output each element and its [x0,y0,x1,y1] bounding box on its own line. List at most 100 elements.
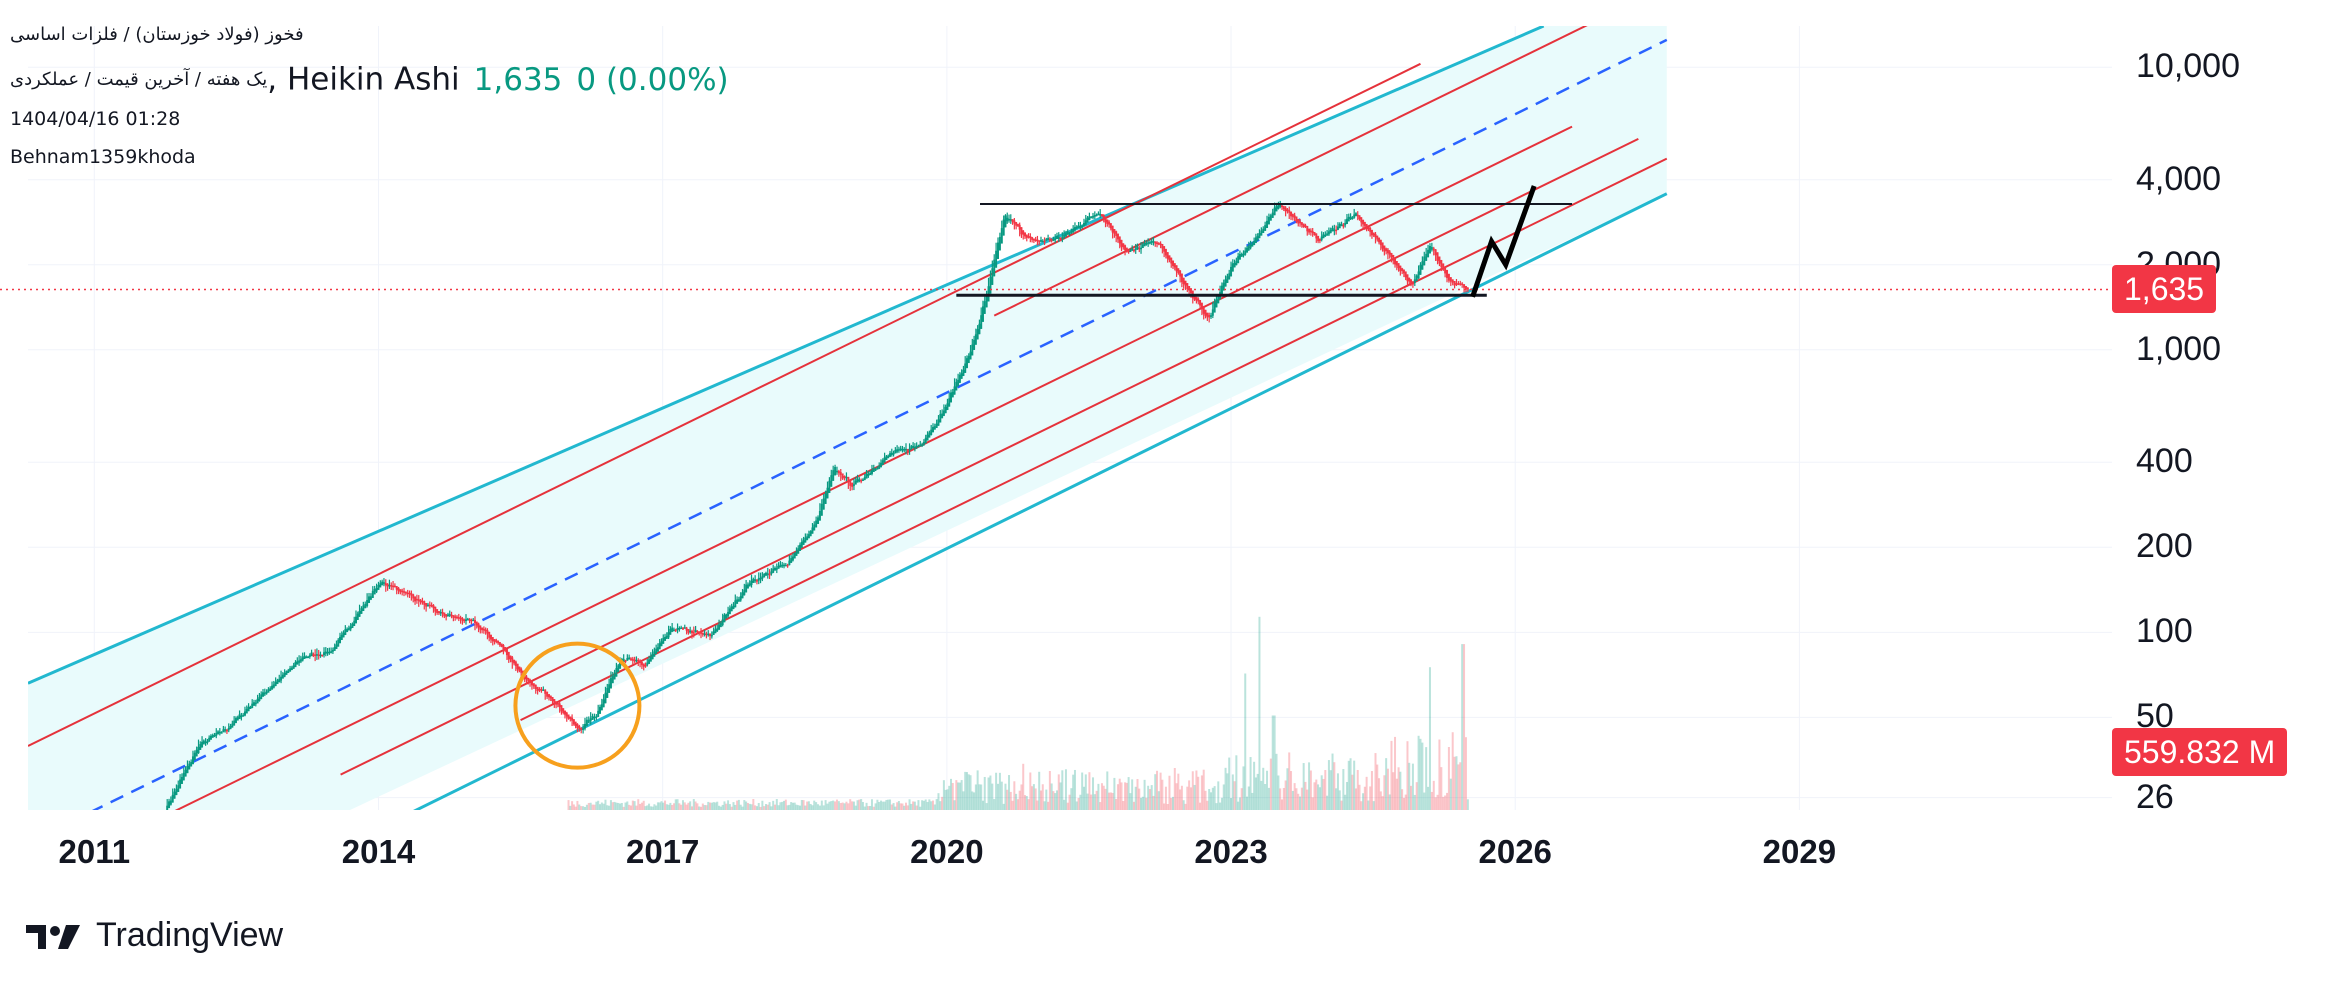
candle-body [718,624,721,630]
candle-body [321,654,324,657]
candle-body [190,761,193,767]
volume-bar [1150,785,1153,810]
volume-bar [1208,788,1211,810]
volume-bar [1453,756,1456,810]
candle-body [1455,283,1458,285]
channel-inner-line-2 [993,26,1588,317]
volume-bar [1309,770,1312,810]
candle-body [622,658,625,663]
volume-bar [611,802,614,810]
candle-body [1242,253,1245,256]
candle-body [346,628,349,633]
candle-body [1064,233,1067,237]
candle-body [1457,283,1460,285]
candle-body [461,618,464,621]
volume-bar [683,802,686,810]
candle-body [680,627,683,630]
candle-body [439,612,442,614]
volume-bar [775,799,778,810]
volume-bar [1401,789,1404,810]
candle-body [613,673,616,680]
candle-body [222,729,225,733]
candle-body [195,749,198,757]
volume-bar [1143,779,1146,810]
candle-body [883,457,886,463]
candle-body [1372,232,1375,236]
volume-bar [993,799,996,810]
candle-body [249,706,252,709]
volume-bar [1188,780,1191,810]
volume-bar [1147,785,1150,810]
volume-bar [1410,785,1413,810]
candle-body [333,646,336,651]
volume-bar [964,771,967,810]
volume-bar [1383,775,1386,810]
volume-bar [602,803,605,810]
candle-body [822,498,825,510]
candle-body [563,710,566,715]
volume-bar [600,802,603,810]
candle-body [611,675,614,684]
volume-bar [845,801,848,810]
volume-bar [1390,740,1393,810]
candle-body [1235,261,1238,266]
candle-body [500,643,503,647]
volume-bar [571,801,574,810]
candle-body [436,609,439,614]
candle-body [593,716,596,719]
candle-body [527,677,530,682]
candle-body [1430,247,1433,250]
volume-bar [664,800,667,810]
candle-body [1413,279,1416,283]
candle-body [976,329,979,340]
candle-body [1180,273,1183,283]
volume-bar [876,799,879,810]
volume-bar [1084,774,1087,810]
candle-body [828,480,831,493]
candle-body [1004,215,1007,228]
candle-body [242,714,245,717]
candle-body [360,608,363,614]
volume-bar [1262,767,1265,810]
candle-body [457,617,460,619]
volume-bar [826,803,829,810]
volume-bar [1406,741,1409,810]
volume-bar [983,776,986,810]
volume-bar [815,802,818,810]
volume-bar [746,802,749,810]
candle-body [1127,249,1130,253]
candle-body [1036,239,1039,242]
candle-body [797,548,800,554]
volume-bar [1226,773,1229,810]
candle-body [1081,225,1084,228]
volume-bar [1157,791,1160,810]
volume-bar [1338,790,1341,810]
volume-bar [784,799,787,810]
candle-body [326,652,329,654]
candle-body [331,650,334,652]
candle-body [339,636,342,644]
volume-bar [1072,774,1075,810]
candle-body [1124,245,1127,251]
volume-bar [1327,760,1330,810]
candle-body [1031,237,1034,240]
volume-bar [1461,644,1464,810]
symbol-description: فخوز (فولاد خوزستان) / فلزات اساسی [10,24,304,45]
volume-bar [1219,802,1222,810]
volume-bar [707,801,710,810]
candle-body [981,306,984,322]
candle-body [1226,276,1229,283]
candle-body [991,268,994,285]
candle-body [169,800,172,805]
volume-bar [1269,758,1272,810]
volume-bar [622,806,625,810]
volume-bar [913,801,916,810]
candle-body [669,628,672,635]
volume-bar [1374,753,1377,810]
volume-bar [1256,773,1259,810]
footer-branding[interactable]: TradingView [26,916,283,955]
candle-body [1267,217,1270,225]
volume-bar [937,793,940,810]
candle-body [628,657,631,660]
